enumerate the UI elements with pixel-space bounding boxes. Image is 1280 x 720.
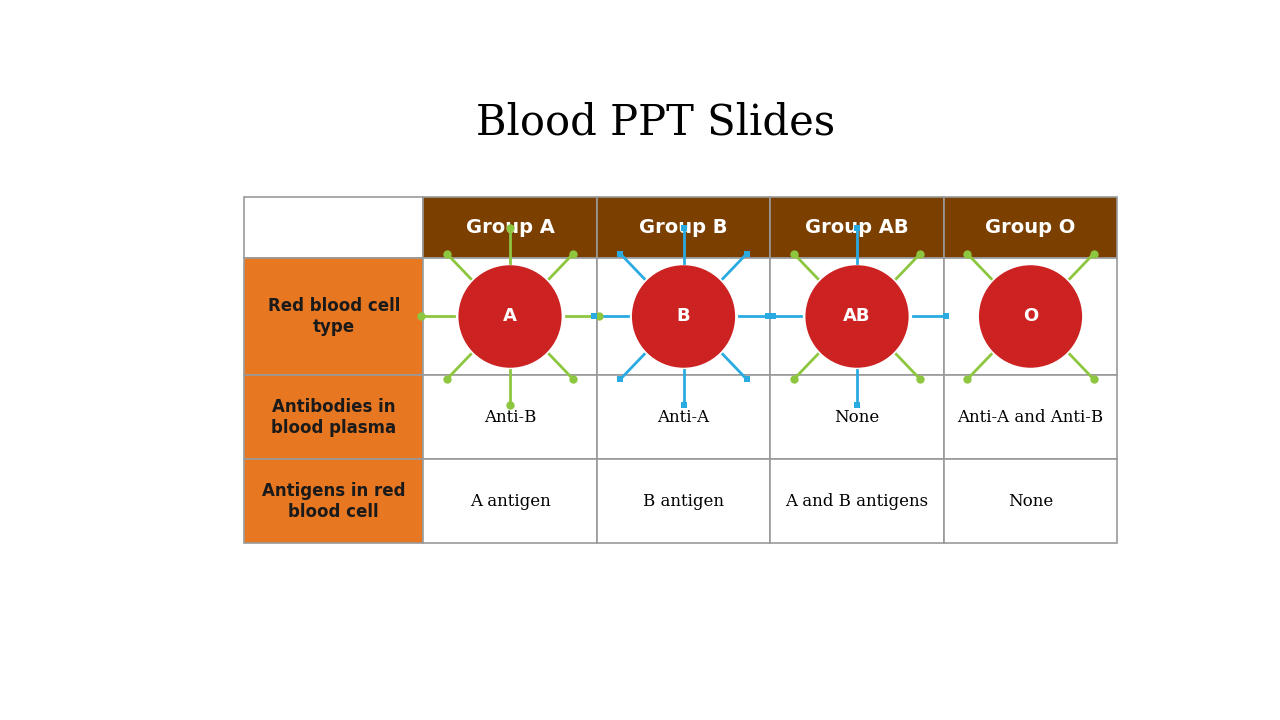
Text: None: None bbox=[1007, 492, 1053, 510]
Text: A: A bbox=[503, 307, 517, 325]
Bar bbox=[424, 375, 596, 459]
Text: Anti-A: Anti-A bbox=[658, 409, 709, 426]
Bar bbox=[424, 459, 596, 543]
Bar bbox=[244, 258, 424, 375]
Text: Group AB: Group AB bbox=[805, 218, 909, 237]
Bar bbox=[244, 459, 424, 543]
Bar bbox=[244, 375, 424, 459]
Text: B: B bbox=[677, 307, 690, 325]
Bar bbox=[596, 459, 771, 543]
Ellipse shape bbox=[458, 265, 562, 368]
Ellipse shape bbox=[632, 265, 735, 368]
Text: Antibodies in
blood plasma: Antibodies in blood plasma bbox=[271, 397, 397, 436]
Bar bbox=[771, 258, 943, 375]
Text: Antigens in red
blood cell: Antigens in red blood cell bbox=[262, 482, 406, 521]
Text: O: O bbox=[1023, 307, 1038, 325]
Ellipse shape bbox=[805, 265, 909, 368]
Text: AB: AB bbox=[844, 307, 870, 325]
Bar bbox=[771, 459, 943, 543]
Bar bbox=[771, 375, 943, 459]
Bar bbox=[424, 258, 596, 375]
Text: Red blood cell
type: Red blood cell type bbox=[268, 297, 399, 336]
Ellipse shape bbox=[979, 265, 1082, 368]
Bar bbox=[424, 197, 596, 258]
Text: Group A: Group A bbox=[466, 218, 554, 237]
Text: Group B: Group B bbox=[639, 218, 728, 237]
Bar bbox=[943, 197, 1117, 258]
Text: Anti-A and Anti-B: Anti-A and Anti-B bbox=[957, 409, 1103, 426]
Bar bbox=[596, 258, 771, 375]
Bar bbox=[943, 459, 1117, 543]
Bar bbox=[244, 197, 424, 258]
Bar bbox=[943, 375, 1117, 459]
Text: A antigen: A antigen bbox=[470, 492, 550, 510]
Text: None: None bbox=[835, 409, 879, 426]
Text: A and B antigens: A and B antigens bbox=[786, 492, 928, 510]
Text: Anti-B: Anti-B bbox=[484, 409, 536, 426]
Bar bbox=[596, 375, 771, 459]
Text: Group O: Group O bbox=[986, 218, 1075, 237]
Bar bbox=[943, 258, 1117, 375]
Text: Blood PPT Slides: Blood PPT Slides bbox=[476, 102, 836, 143]
Bar bbox=[771, 197, 943, 258]
Text: B antigen: B antigen bbox=[643, 492, 724, 510]
Bar bbox=[596, 197, 771, 258]
